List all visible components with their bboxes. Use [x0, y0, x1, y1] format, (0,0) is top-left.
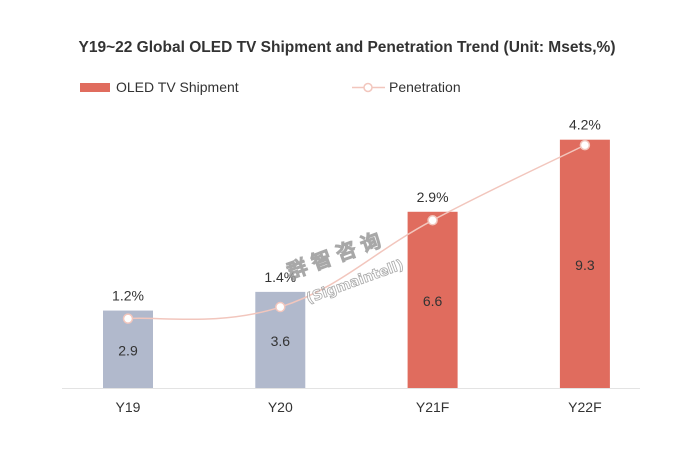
penetration-labels: 1.2% 1.4% 2.9% 4.2% [112, 117, 601, 304]
bar-value-label: 9.3 [575, 257, 595, 273]
penetration-label: 1.2% [112, 288, 144, 304]
chart-title: Y19~22 Global OLED TV Shipment and Penet… [79, 39, 616, 56]
legend-label-shipment: OLED TV Shipment [116, 79, 239, 95]
penetration-point-y22f [579, 139, 591, 151]
bar-value-label: 6.6 [423, 293, 443, 309]
x-tick-label: Y22F [568, 399, 601, 415]
x-tick-label: Y19 [116, 399, 141, 415]
bar-y21f [407, 211, 458, 388]
bar-y22f [559, 139, 610, 388]
legend: OLED TV Shipment Penetration [80, 79, 461, 95]
legend-swatch-shipment [80, 83, 110, 92]
bar-series [103, 139, 610, 388]
penetration-label: 4.2% [569, 117, 601, 133]
penetration-point-y21f [427, 215, 438, 226]
legend-label-penetration: Penetration [389, 79, 461, 95]
x-tick-label: Y21F [416, 399, 449, 415]
penetration-point-y19 [122, 313, 134, 324]
bar-value-labels: 2.9 3.6 6.6 9.3 [118, 257, 595, 358]
x-tick-label: Y20 [268, 399, 293, 415]
penetration-point-y20 [275, 301, 286, 313]
penetration-label: 2.9% [417, 189, 449, 205]
penetration-points [122, 139, 591, 324]
legend-marker-penetration [363, 82, 373, 93]
penetration-label: 1.4% [264, 269, 296, 285]
x-axis-tick-labels: Y19 Y20 Y21F Y22F [116, 399, 602, 415]
bar-value-label: 3.6 [271, 333, 291, 349]
penetration-line [127, 144, 586, 321]
bar-value-label: 2.9 [118, 342, 138, 358]
